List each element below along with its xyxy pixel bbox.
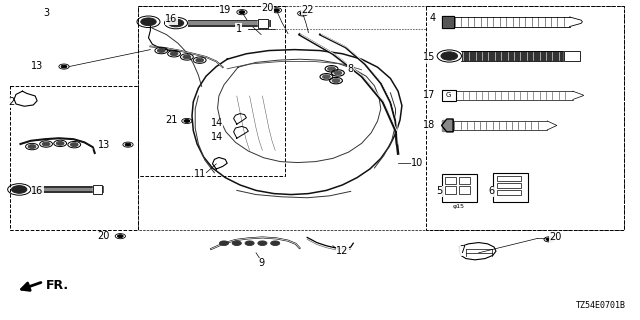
Text: 20: 20 xyxy=(261,3,274,13)
Circle shape xyxy=(56,141,64,145)
Text: 17: 17 xyxy=(423,90,435,100)
Circle shape xyxy=(196,58,204,62)
Bar xyxy=(259,19,268,28)
Bar xyxy=(138,6,285,176)
Text: TZ54E0701B: TZ54E0701B xyxy=(576,301,626,310)
Circle shape xyxy=(271,241,280,245)
Bar xyxy=(445,177,456,184)
Text: 6: 6 xyxy=(488,186,494,196)
Circle shape xyxy=(300,12,305,15)
Text: 11: 11 xyxy=(193,169,206,180)
Circle shape xyxy=(323,75,330,79)
Circle shape xyxy=(61,65,67,68)
Circle shape xyxy=(184,120,189,122)
Bar xyxy=(564,51,580,61)
Text: 19: 19 xyxy=(220,5,232,15)
Text: 21: 21 xyxy=(165,115,178,125)
Circle shape xyxy=(28,145,36,148)
Bar xyxy=(188,21,260,25)
Circle shape xyxy=(125,143,131,146)
Text: G: G xyxy=(446,92,451,98)
Circle shape xyxy=(183,55,191,59)
Text: φ15: φ15 xyxy=(453,204,465,209)
Circle shape xyxy=(232,241,241,245)
Text: 14: 14 xyxy=(211,132,223,142)
Text: 10: 10 xyxy=(411,157,424,168)
Text: 4: 4 xyxy=(429,12,435,23)
Text: 7: 7 xyxy=(460,245,466,255)
Text: 1: 1 xyxy=(236,24,242,34)
Bar xyxy=(459,177,470,184)
Bar xyxy=(442,16,454,28)
Text: 2: 2 xyxy=(8,97,14,108)
Circle shape xyxy=(118,235,123,237)
Text: 13: 13 xyxy=(31,60,44,71)
Text: 20: 20 xyxy=(549,232,562,243)
Text: 8: 8 xyxy=(348,64,354,74)
Circle shape xyxy=(547,238,552,241)
Text: 14: 14 xyxy=(211,118,223,128)
Bar xyxy=(497,176,521,181)
Text: 15: 15 xyxy=(423,52,435,62)
Circle shape xyxy=(258,241,267,245)
Text: 3: 3 xyxy=(43,8,49,19)
Bar xyxy=(442,90,456,101)
Bar xyxy=(31,188,95,191)
Text: FR.: FR. xyxy=(46,279,69,292)
Circle shape xyxy=(332,79,340,83)
Bar xyxy=(138,6,624,230)
Bar xyxy=(459,186,470,194)
Circle shape xyxy=(12,186,27,193)
Bar xyxy=(497,183,521,188)
Circle shape xyxy=(274,9,279,12)
Circle shape xyxy=(42,142,50,146)
Circle shape xyxy=(141,18,156,26)
Bar xyxy=(442,174,477,202)
Bar xyxy=(31,186,104,193)
Bar xyxy=(564,51,580,61)
Text: 16: 16 xyxy=(31,186,44,196)
Circle shape xyxy=(220,241,228,245)
Text: 18: 18 xyxy=(423,120,435,131)
Bar xyxy=(10,86,138,230)
Text: 16: 16 xyxy=(165,14,178,24)
Text: 22: 22 xyxy=(301,4,314,15)
Circle shape xyxy=(239,11,244,13)
Bar xyxy=(259,19,268,28)
Circle shape xyxy=(70,143,78,147)
Circle shape xyxy=(157,49,165,52)
Bar xyxy=(445,186,456,194)
Bar xyxy=(442,120,453,131)
Bar xyxy=(93,185,102,194)
Circle shape xyxy=(170,52,178,56)
Circle shape xyxy=(328,67,335,71)
Circle shape xyxy=(334,71,342,75)
Circle shape xyxy=(168,19,184,27)
Text: 9: 9 xyxy=(258,258,264,268)
Circle shape xyxy=(441,52,458,60)
Circle shape xyxy=(245,241,254,245)
Bar xyxy=(442,16,454,28)
Text: 20: 20 xyxy=(98,231,110,241)
Text: 13: 13 xyxy=(98,140,110,150)
Bar xyxy=(426,6,624,230)
Bar xyxy=(497,190,521,195)
Bar xyxy=(493,173,528,202)
Bar xyxy=(462,51,574,61)
Text: 12: 12 xyxy=(336,246,349,256)
Bar xyxy=(93,185,102,194)
Bar xyxy=(188,20,271,27)
Text: 5: 5 xyxy=(436,186,443,196)
